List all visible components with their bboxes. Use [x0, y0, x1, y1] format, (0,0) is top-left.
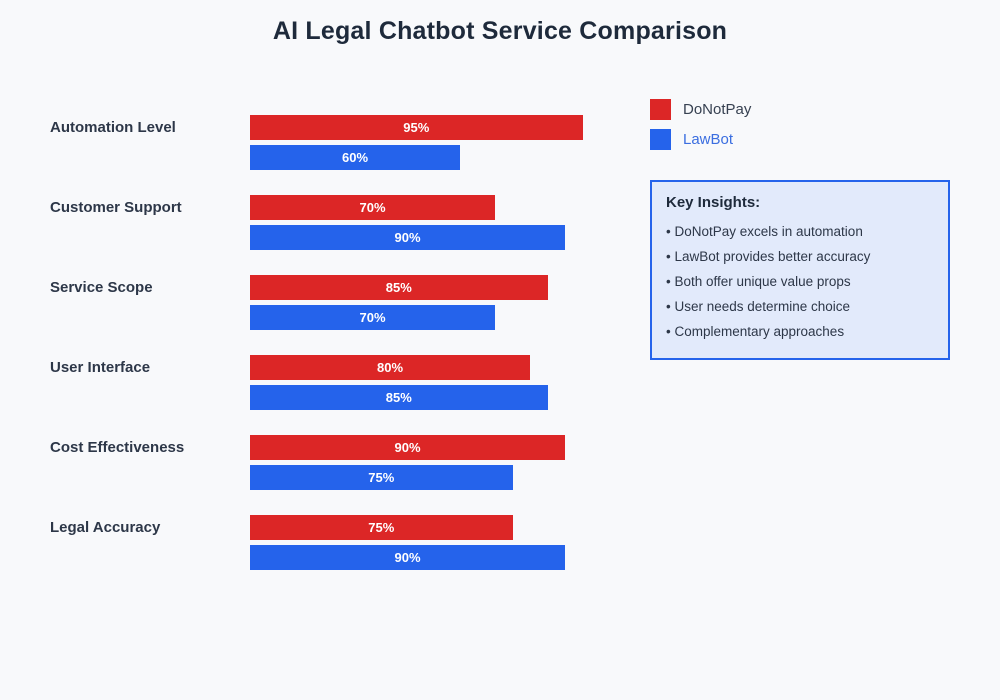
- bar-group: 75% 90%: [250, 515, 565, 570]
- bar-chart: Automation Level 95% 60% Customer Support 70…: [50, 115, 610, 595]
- legend-swatch-icon: [650, 99, 671, 120]
- legend-item-lawbot: LawBot: [650, 129, 751, 150]
- chart-row: Customer Support 70% 90%: [50, 195, 610, 250]
- insights-box: Key Insights: • DoNotPay excels in autom…: [650, 180, 950, 360]
- bar-lawbot: 70%: [250, 305, 495, 330]
- bar-lawbot: 75%: [250, 465, 513, 490]
- category-label: User Interface: [50, 359, 151, 376]
- insight-item: • Complementary approaches: [666, 324, 845, 339]
- bar-donotpay: 70%: [250, 195, 495, 220]
- bar-lawbot: 90%: [250, 545, 565, 570]
- bar-group: 95% 60%: [250, 115, 583, 170]
- bar-donotpay: 85%: [250, 275, 548, 300]
- bar-value-label: 75%: [368, 470, 395, 485]
- bar-value-label: 80%: [376, 360, 404, 375]
- bar-value-label: 85%: [385, 280, 412, 295]
- bar-lawbot: 90%: [250, 225, 565, 250]
- insights-title: Key Insights:: [666, 194, 761, 211]
- insights-list: • DoNotPay excels in automation • LawBot …: [666, 219, 934, 344]
- bar-lawbot: 60%: [250, 145, 460, 170]
- chart-row: Automation Level 95% 60%: [50, 115, 610, 170]
- bar-value-label: 70%: [359, 200, 386, 215]
- bar-group: 90% 75%: [250, 435, 565, 490]
- insight-item: • User needs determine choice: [666, 299, 851, 314]
- insight-item: • LawBot provides better accuracy: [666, 249, 871, 264]
- bar-donotpay: 80%: [250, 355, 530, 380]
- bar-donotpay: 90%: [250, 435, 565, 460]
- bar-value-label: 90%: [394, 550, 421, 565]
- bar-value-label: 60%: [341, 150, 369, 165]
- bar-value-label: 70%: [359, 310, 386, 325]
- chart-row: User Interface 80% 85%: [50, 355, 610, 410]
- bar-value-label: 85%: [385, 390, 412, 405]
- bar-value-label: 75%: [368, 520, 395, 535]
- insight-item: • DoNotPay excels in automation: [666, 224, 863, 239]
- legend: DoNotPay LawBot: [650, 99, 751, 159]
- page-title: AI Legal Chatbot Service Comparison: [272, 17, 728, 45]
- insight-item: • Both offer unique value props: [666, 274, 851, 289]
- bar-group: 70% 90%: [250, 195, 565, 250]
- legend-swatch-icon: [650, 129, 671, 150]
- chart-row: Service Scope 85% 70%: [50, 275, 610, 330]
- legend-label: DoNotPay: [683, 101, 752, 118]
- bar-value-label: 90%: [394, 440, 421, 455]
- bar-value-label: 95%: [403, 120, 430, 135]
- legend-item-donotpay: DoNotPay: [650, 99, 751, 120]
- bar-lawbot: 85%: [250, 385, 548, 410]
- chart-row: Cost Effectiveness 90% 75%: [50, 435, 610, 490]
- bar-value-label: 90%: [394, 230, 421, 245]
- category-label: Cost Effectiveness: [50, 439, 185, 456]
- category-label: Legal Accuracy: [50, 519, 161, 536]
- category-label: Automation Level: [50, 119, 176, 136]
- category-label: Service Scope: [50, 279, 153, 296]
- bar-group: 80% 85%: [250, 355, 548, 410]
- category-label: Customer Support: [50, 199, 182, 216]
- chart-row: Legal Accuracy 75% 90%: [50, 515, 610, 570]
- bar-donotpay: 75%: [250, 515, 513, 540]
- legend-label: LawBot: [683, 131, 734, 148]
- bar-group: 85% 70%: [250, 275, 548, 330]
- bar-donotpay: 95%: [250, 115, 583, 140]
